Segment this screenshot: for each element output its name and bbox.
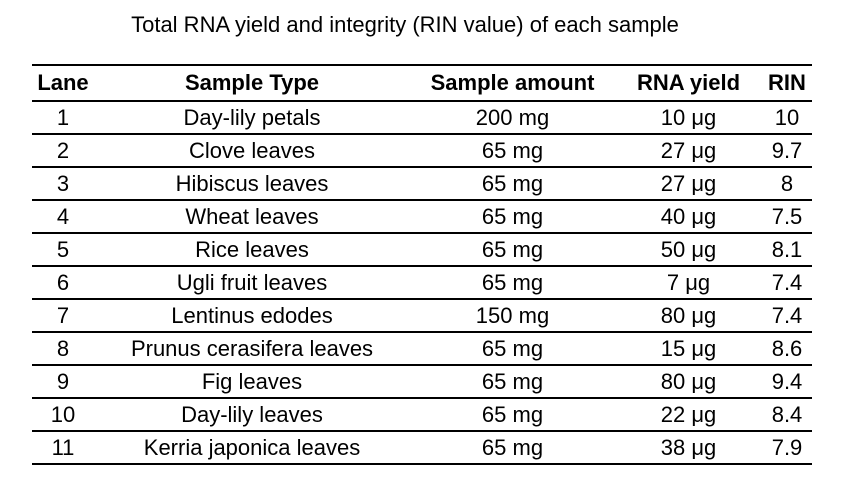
cell-sample-amount: 65 mg: [410, 167, 615, 201]
table-row: 5 Rice leaves 65 mg 50 μg 8.1: [32, 233, 812, 267]
cell-rna-yield: 22 μg: [615, 398, 762, 432]
cell-sample-amount: 65 mg: [410, 398, 615, 432]
table-row: 4 Wheat leaves 65 mg 40 μg 7.5: [32, 200, 812, 234]
cell-rna-yield: 40 μg: [615, 200, 762, 234]
cell-rin: 8: [762, 167, 812, 201]
cell-lane: 9: [32, 365, 94, 399]
cell-rna-yield: 15 μg: [615, 332, 762, 366]
cell-rna-yield: 27 μg: [615, 134, 762, 168]
cell-sample-type: Day-lily leaves: [94, 398, 410, 432]
table-row: 8 Prunus cerasifera leaves 65 mg 15 μg 8…: [32, 332, 812, 366]
cell-rin: 9.7: [762, 134, 812, 168]
column-header-rna-yield: RNA yield: [615, 64, 762, 102]
cell-rna-yield: 10 μg: [615, 101, 762, 135]
cell-rin: 7.5: [762, 200, 812, 234]
cell-sample-type: Day-lily petals: [94, 101, 410, 135]
table-row: 2 Clove leaves 65 mg 27 μg 9.7: [32, 134, 812, 168]
cell-rna-yield: 80 μg: [615, 299, 762, 333]
cell-sample-type: Ugli fruit leaves: [94, 266, 410, 300]
cell-rin: 8.6: [762, 332, 812, 366]
cell-sample-amount: 65 mg: [410, 266, 615, 300]
table-row: 3 Hibiscus leaves 65 mg 27 μg 8: [32, 167, 812, 201]
cell-sample-type: Rice leaves: [94, 233, 410, 267]
cell-rin: 10: [762, 101, 812, 135]
cell-sample-type: Hibiscus leaves: [94, 167, 410, 201]
table-row: 9 Fig leaves 65 mg 80 μg 9.4: [32, 365, 812, 399]
cell-sample-amount: 200 mg: [410, 101, 615, 135]
cell-sample-amount: 150 mg: [410, 299, 615, 333]
cell-sample-amount: 65 mg: [410, 365, 615, 399]
cell-lane: 1: [32, 101, 94, 135]
table-header-row: Lane Sample Type Sample amount RNA yield…: [32, 64, 812, 102]
cell-lane: 11: [32, 431, 94, 465]
column-header-rin: RIN: [762, 64, 812, 102]
cell-sample-type: Kerria japonica leaves: [94, 431, 410, 465]
cell-lane: 2: [32, 134, 94, 168]
rna-yield-table: Lane Sample Type Sample amount RNA yield…: [32, 64, 812, 465]
cell-rna-yield: 38 μg: [615, 431, 762, 465]
cell-sample-type: Clove leaves: [94, 134, 410, 168]
cell-sample-amount: 65 mg: [410, 134, 615, 168]
cell-lane: 8: [32, 332, 94, 366]
cell-rin: 8.4: [762, 398, 812, 432]
cell-rna-yield: 50 μg: [615, 233, 762, 267]
cell-sample-amount: 65 mg: [410, 233, 615, 267]
cell-lane: 4: [32, 200, 94, 234]
table-row: 11 Kerria japonica leaves 65 mg 38 μg 7.…: [32, 431, 812, 465]
column-header-sample-type: Sample Type: [94, 64, 410, 102]
cell-rna-yield: 27 μg: [615, 167, 762, 201]
cell-rin: 7.4: [762, 299, 812, 333]
cell-rin: 7.4: [762, 266, 812, 300]
cell-rin: 9.4: [762, 365, 812, 399]
table-title: Total RNA yield and integrity (RIN value…: [131, 12, 679, 37]
table-row: 6 Ugli fruit leaves 65 mg 7 μg 7.4: [32, 266, 812, 300]
cell-lane: 3: [32, 167, 94, 201]
table-row: 10 Day-lily leaves 65 mg 22 μg 8.4: [32, 398, 812, 432]
cell-lane: 6: [32, 266, 94, 300]
cell-lane: 5: [32, 233, 94, 267]
cell-lane: 10: [32, 398, 94, 432]
cell-sample-type: Lentinus edodes: [94, 299, 410, 333]
cell-rin: 8.1: [762, 233, 812, 267]
cell-rna-yield: 80 μg: [615, 365, 762, 399]
column-header-sample-amount: Sample amount: [410, 64, 615, 102]
cell-sample-amount: 65 mg: [410, 200, 615, 234]
table-row: 1 Day-lily petals 200 mg 10 μg 10: [32, 101, 812, 135]
cell-rna-yield: 7 μg: [615, 266, 762, 300]
cell-lane: 7: [32, 299, 94, 333]
cell-sample-amount: 65 mg: [410, 431, 615, 465]
column-header-lane: Lane: [32, 64, 94, 102]
cell-sample-amount: 65 mg: [410, 332, 615, 366]
cell-sample-type: Wheat leaves: [94, 200, 410, 234]
table-row: 7 Lentinus edodes 150 mg 80 μg 7.4: [32, 299, 812, 333]
cell-sample-type: Prunus cerasifera leaves: [94, 332, 410, 366]
cell-rin: 7.9: [762, 431, 812, 465]
cell-sample-type: Fig leaves: [94, 365, 410, 399]
